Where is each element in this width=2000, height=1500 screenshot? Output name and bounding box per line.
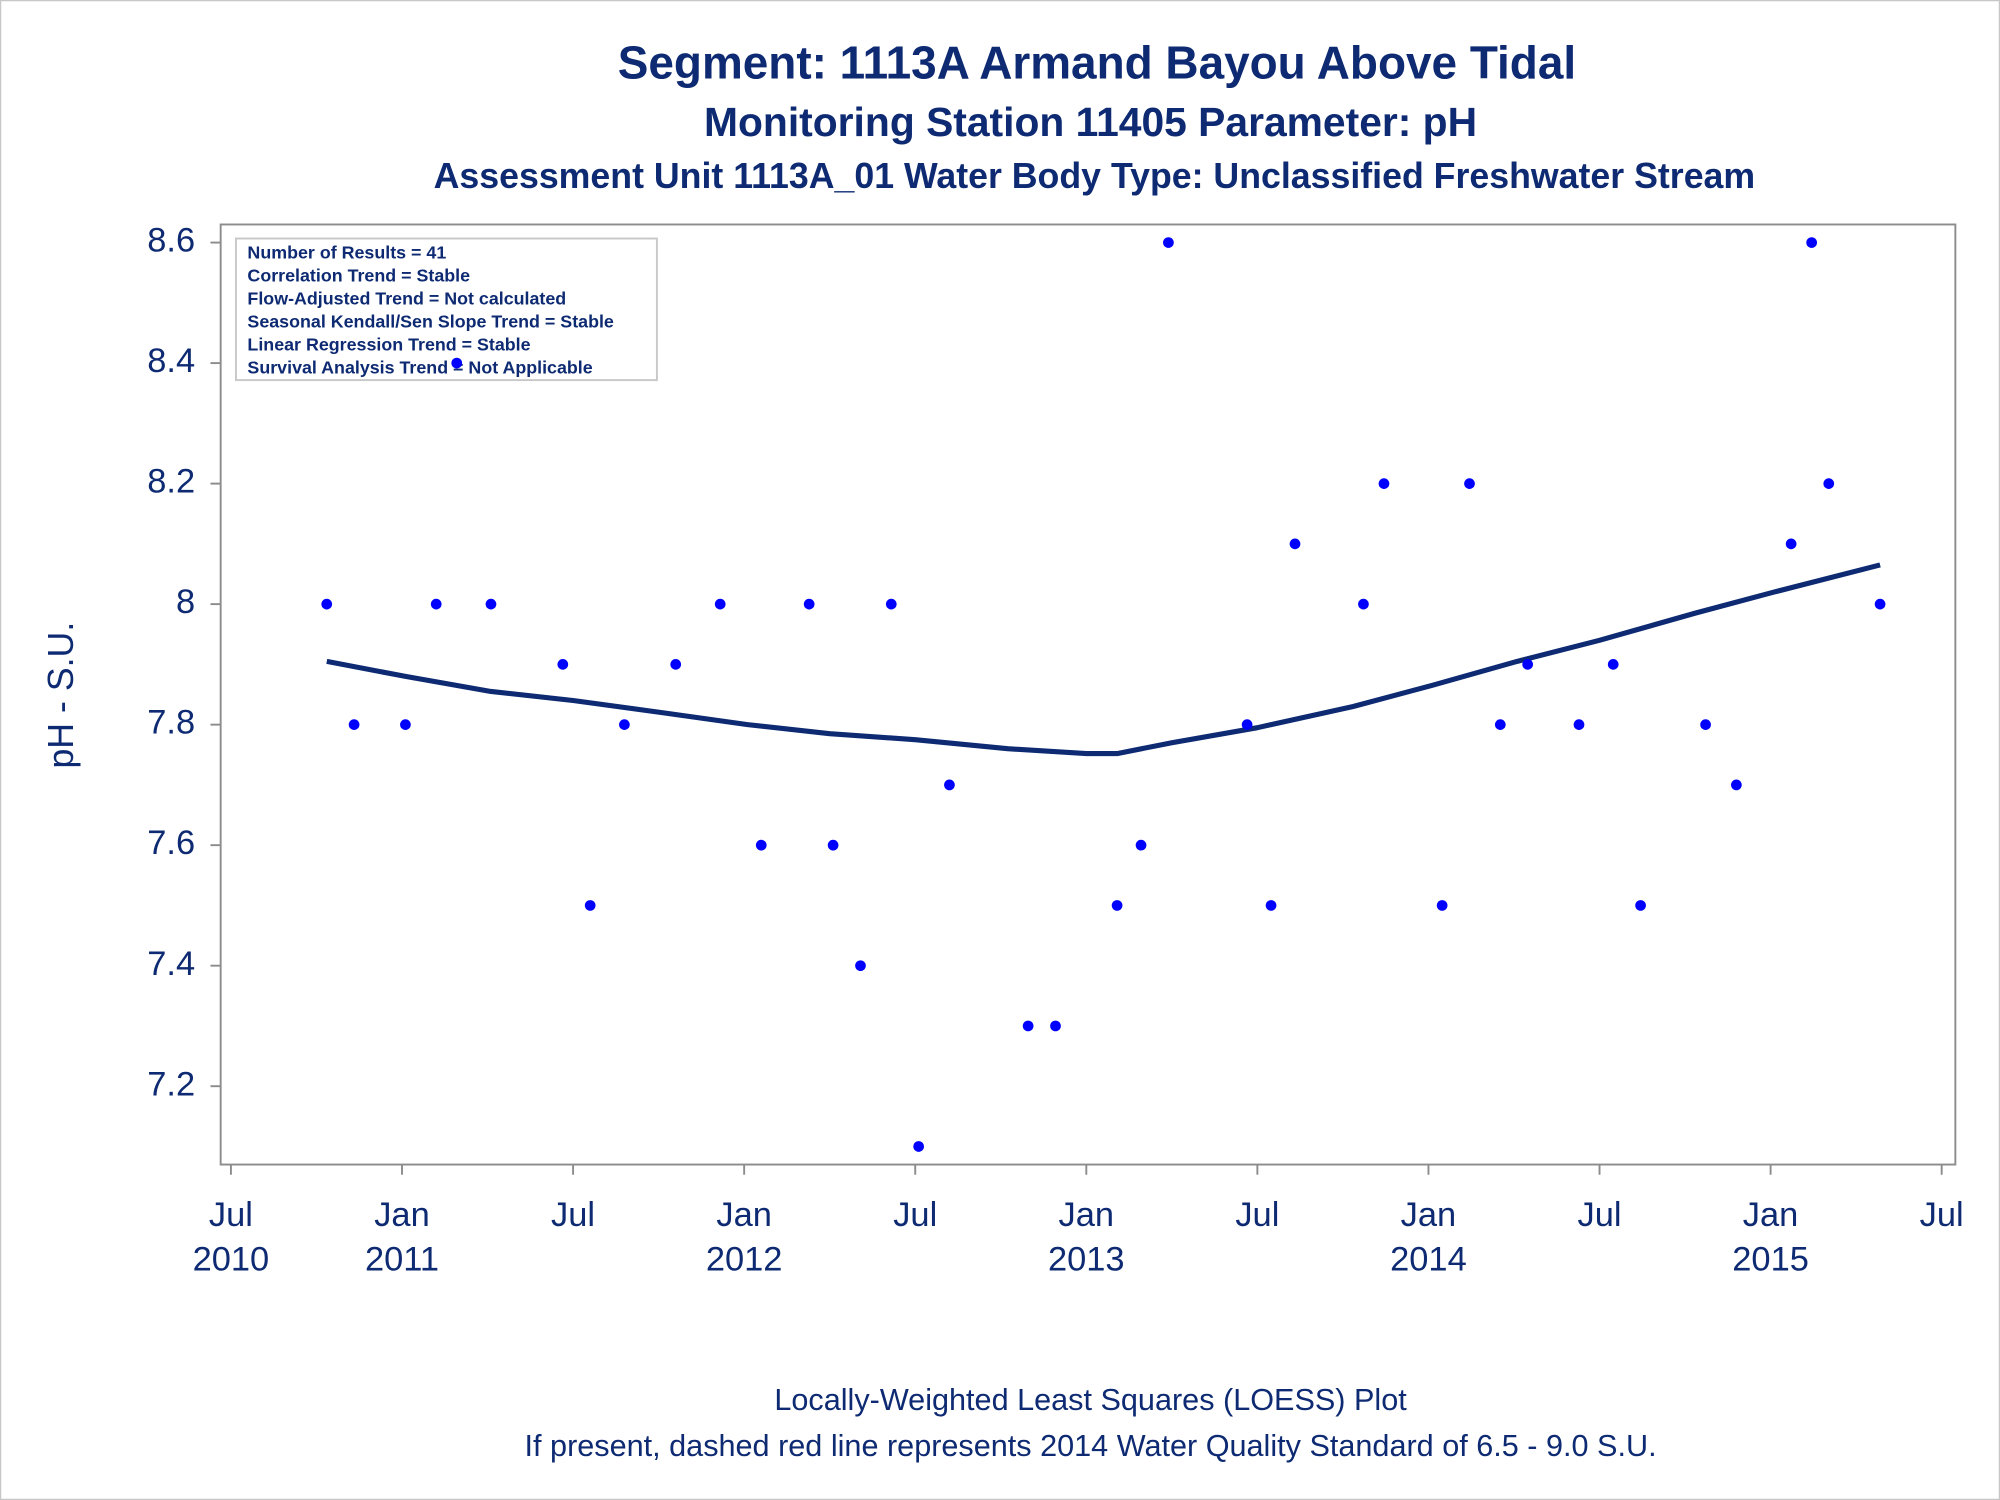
data-point [827, 839, 839, 851]
data-point [714, 598, 726, 610]
stats-line: Correlation Trend = Stable [247, 266, 470, 286]
x-tick-label: Jan 2012 [705, 1195, 783, 1279]
y-tick-label: 7.4 [147, 945, 195, 983]
data-point [670, 659, 682, 670]
x-tick-label-box: Jan 2011 [364, 1195, 440, 1279]
subtitle: Monitoring Station 11405 Parameter: pH [704, 99, 1477, 145]
data-point [1874, 598, 1886, 610]
note: Locally-Weighted Least Squares (LOESS) P… [774, 1383, 1407, 1417]
data-point [485, 598, 497, 610]
y-tick-label: 7.6 [147, 824, 195, 862]
data-point [1806, 237, 1818, 248]
y-axis-title: pH - S.U. [41, 622, 81, 769]
x-tick-label: Jul [1919, 1195, 1964, 1234]
data-point [1494, 719, 1506, 731]
x-tick-label: Jul [893, 1195, 938, 1234]
data-point [1635, 900, 1646, 911]
stats-box [235, 237, 658, 382]
note: If present, dashed red line represents 2… [525, 1429, 1657, 1463]
loess-line [326, 562, 1881, 757]
x-tick-label: Jan 2014 [1390, 1195, 1467, 1279]
y-tick-label: 7.8 [147, 704, 195, 742]
data-point [1731, 779, 1742, 791]
chart-title: Segment: 1113A Armand Bayou Above Tidal [618, 36, 1576, 88]
data-point [1823, 478, 1835, 489]
data-point [1111, 900, 1123, 911]
data-point [1785, 538, 1797, 550]
data-point [1022, 1020, 1034, 1032]
x-tick-label-box: Jan 2013 [1047, 1195, 1125, 1279]
x-tick-label-box: Jan 2015 [1732, 1195, 1809, 1279]
x-tick-label-box: Jul [551, 1195, 596, 1234]
y-tick-label: 8.2 [147, 463, 195, 501]
x-tick-label: Jan 2015 [1732, 1195, 1809, 1279]
data-point [1135, 839, 1147, 851]
data-point [1265, 900, 1277, 911]
data-point [451, 357, 463, 369]
x-tick-label-box: Jul [1577, 1195, 1622, 1234]
data-point [1607, 659, 1619, 670]
data-point [348, 719, 360, 731]
data-point [557, 659, 569, 670]
x-tick-label: Jan 2011 [364, 1195, 440, 1279]
stats-line: Seasonal Kendall/Sen Slope Trend = Stabl… [247, 311, 613, 331]
plot-area [219, 223, 1957, 1166]
data-point [1700, 719, 1711, 731]
x-tick-label: Jan 2013 [1047, 1195, 1125, 1279]
x-tick-label: Jul [1235, 1195, 1280, 1234]
data-point [803, 598, 815, 610]
data-point [321, 598, 333, 610]
data-point [855, 960, 866, 972]
data-point [1378, 478, 1390, 489]
data-point [1241, 719, 1253, 731]
data-point [1289, 538, 1301, 550]
subtitle: Assessment Unit 1113A_01 Water Body Type… [434, 156, 1756, 196]
data-point [1163, 237, 1174, 248]
y-tick-label: 7.2 [147, 1065, 195, 1103]
data-point [944, 779, 955, 791]
x-tick-label-box: Jul 2010 [192, 1195, 270, 1279]
y-tick-label: 8 [176, 583, 195, 621]
x-tick-label: Jul [551, 1195, 596, 1234]
x-tick-label-box: Jan 2012 [705, 1195, 783, 1279]
x-tick-label-box: Jan 2014 [1390, 1195, 1467, 1279]
stats-line: Flow-Adjusted Trend = Not calculated [247, 288, 566, 308]
data-point [430, 598, 442, 610]
x-tick-label-box: Jul [1235, 1195, 1280, 1234]
x-tick-label: Jul 2010 [192, 1195, 270, 1279]
data-point [885, 598, 897, 610]
data-point [1050, 1020, 1061, 1032]
data-point [755, 839, 767, 851]
data-point [1573, 719, 1585, 731]
data-point [400, 719, 411, 731]
x-tick-label-box: Jul [893, 1195, 938, 1234]
data-point [619, 719, 630, 731]
data-point [1436, 900, 1448, 911]
data-point [1522, 659, 1534, 670]
stats-line: Linear Regression Trend = Stable [247, 334, 530, 354]
stats-line: Number of Results = 41 [247, 243, 446, 263]
data-point [1358, 598, 1369, 610]
data-point [913, 1141, 925, 1152]
x-tick-label: Jul [1577, 1195, 1622, 1234]
data-point [584, 900, 596, 911]
y-tick-label: 8.4 [147, 342, 195, 380]
stats-line: Survival Analysis Trend = Not Applicable [247, 357, 592, 377]
y-tick-label: 8.6 [147, 222, 195, 260]
x-tick-label-box: Jul [1919, 1195, 1964, 1234]
data-point [1464, 478, 1475, 489]
